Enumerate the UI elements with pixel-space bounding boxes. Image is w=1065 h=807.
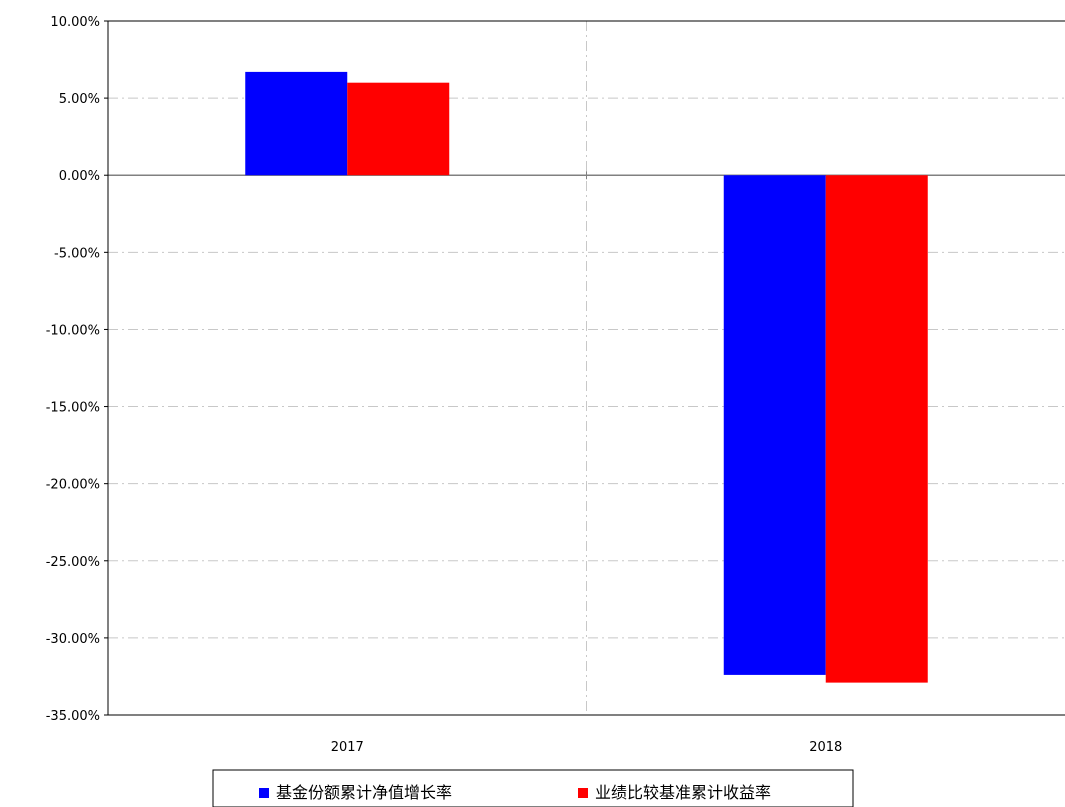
x-tick-label: 2018 — [809, 740, 842, 755]
y-tick-label: -5.00% — [54, 246, 100, 261]
y-tick-label: -10.00% — [46, 323, 100, 338]
bars — [245, 71, 928, 683]
x-tick-label: 2017 — [331, 740, 364, 755]
y-tick-label: -30.00% — [46, 632, 100, 647]
legend-label-0: 基金份额累计净值增长率 — [276, 783, 452, 802]
x-tick-labels: 2017 2018 — [331, 740, 843, 755]
y-tick-label: 5.00% — [59, 92, 100, 107]
y-tick-label: -25.00% — [46, 555, 100, 570]
bar-nav-growth-2018 — [723, 175, 826, 675]
y-tick-label: -15.00% — [46, 401, 100, 416]
bar-benchmark-2018 — [825, 175, 928, 683]
legend-label-1: 业绩比较基准累计收益率 — [595, 783, 771, 802]
bar-nav-growth-2017 — [245, 71, 348, 176]
legend-swatch-0 — [259, 788, 269, 798]
axes — [107, 20, 1065, 716]
y-tick-label: 0.00% — [59, 169, 100, 184]
y-tick-labels: 10.00% 5.00% 0.00% -5.00% -10.00% -15.00% -20.… — [46, 15, 100, 724]
y-tick-label: -20.00% — [46, 478, 100, 493]
bar-benchmark-2017 — [347, 82, 450, 176]
legend: 基金份额累计净值增长率 业绩比较基准累计收益率 — [212, 769, 854, 807]
y-tick-label: -35.00% — [46, 709, 100, 724]
legend-box — [212, 769, 854, 807]
legend-swatch-1 — [578, 788, 588, 798]
y-tick-label: 10.00% — [50, 15, 100, 30]
